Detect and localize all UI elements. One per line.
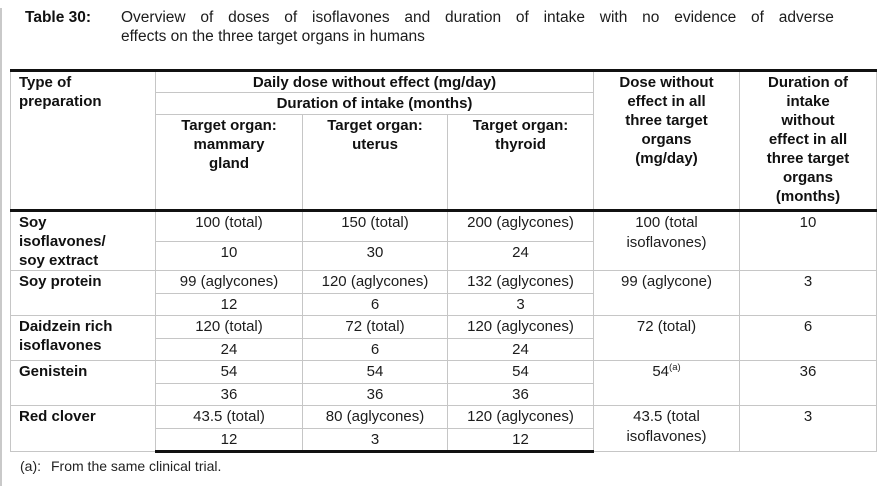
- uterus-dose-cell: 120 (aglycones): [302, 270, 448, 294]
- mammary-dose-cell: 100 (total): [155, 210, 303, 242]
- duration-all-cell: 36: [739, 360, 877, 406]
- duration-all-cell: 3: [739, 405, 877, 452]
- table-subrow: 12 6 3: [11, 293, 877, 316]
- uterus-dose-cell: 72 (total): [302, 315, 448, 339]
- table-row: Genistein 54 54 54 54(a) 36: [10, 360, 877, 406]
- dose-all-cell: 99 (aglycone): [593, 270, 740, 316]
- preparation-cell: Genistein: [10, 360, 156, 406]
- dose-all-cell: 54(a): [593, 360, 740, 406]
- table-row: Red clover 43.5 (total) 80 (aglycones) 1…: [10, 405, 877, 452]
- uterus-dose-cell: 150 (total): [302, 210, 448, 242]
- header-organ-mammary: Target organ: mammary gland: [155, 114, 303, 212]
- thyroid-duration-cell: 24: [447, 240, 594, 272]
- isoflavones-dose-table: Type of preparation Daily dose without e…: [10, 69, 877, 453]
- table-footnote: (a): From the same clinical trial.: [20, 458, 889, 474]
- footnote-text: From the same clinical trial.: [51, 458, 222, 474]
- uterus-duration-cell: 36: [302, 383, 448, 406]
- thyroid-dose-cell: 200 (aglycones): [447, 210, 594, 242]
- header-dose-all-organs: Dose without effect in all three target …: [593, 70, 740, 212]
- dose-all-cell: 100 (total isoflavones): [593, 210, 740, 271]
- mammary-dose-cell: 99 (aglycones): [155, 270, 303, 294]
- uterus-duration-cell: 6: [302, 293, 448, 316]
- thyroid-duration-cell: 3: [447, 293, 594, 316]
- preparation-cell: Soy protein: [10, 270, 156, 316]
- duration-all-cell: 6: [739, 315, 877, 361]
- mammary-dose-cell: 54: [155, 360, 303, 384]
- dose-all-value: 54: [652, 363, 670, 380]
- uterus-dose-cell: 54: [302, 360, 448, 384]
- page-left-edge-line: [0, 8, 2, 486]
- footnote-label: (a):: [20, 458, 41, 474]
- table-caption-line2: effects on the three target organs in hu…: [121, 28, 425, 45]
- table-caption-label: Table 30:: [25, 9, 92, 26]
- duration-all-cell: 10: [739, 210, 877, 271]
- mammary-dose-cell: 43.5 (total): [155, 405, 303, 429]
- thyroid-dose-cell: 54: [447, 360, 594, 384]
- header-organ-uterus: Target organ: uterus: [302, 114, 448, 212]
- uterus-duration-cell: 3: [302, 428, 448, 453]
- preparation-cell: Daidzein rich isoflavones: [10, 315, 156, 361]
- table-subrow: 12 3 12: [11, 428, 877, 453]
- table-caption-line1: Overview of doses of isoflavones and dur…: [121, 9, 834, 26]
- header-organ-thyroid: Target organ: thyroid: [447, 114, 594, 212]
- header-duration-all-organs: Duration of intake without effect in all…: [739, 70, 877, 212]
- header-duration-of-intake: Duration of intake (months): [155, 92, 594, 115]
- footnote-marker: (a): [669, 362, 681, 373]
- table-subrow: 10 30 24: [11, 240, 877, 272]
- thyroid-duration-cell: 12: [447, 428, 594, 453]
- table-row: Soy isoflavones/ soy extract 100 (total)…: [10, 210, 877, 271]
- uterus-dose-cell: 80 (aglycones): [302, 405, 448, 429]
- header-daily-dose: Daily dose without effect (mg/day): [155, 70, 594, 93]
- thyroid-duration-cell: 24: [447, 338, 594, 361]
- dose-all-cell: 43.5 (total isoflavones): [593, 405, 740, 452]
- dose-all-cell: 72 (total): [593, 315, 740, 361]
- thyroid-dose-cell: 120 (aglycones): [447, 315, 594, 339]
- thyroid-dose-cell: 132 (aglycones): [447, 270, 594, 294]
- mammary-dose-cell: 120 (total): [155, 315, 303, 339]
- table-row: Daidzein rich isoflavones 120 (total) 72…: [10, 315, 877, 361]
- table-row: Soy protein 99 (aglycones) 120 (aglycone…: [10, 270, 877, 316]
- table-caption: Table 30: Overview of doses of isoflavon…: [25, 8, 879, 46]
- duration-all-cell: 3: [739, 270, 877, 316]
- mammary-duration-cell: 10: [155, 240, 303, 272]
- preparation-cell: Red clover: [10, 405, 156, 452]
- uterus-duration-cell: 30: [302, 240, 448, 272]
- thyroid-dose-cell: 120 (aglycones): [447, 405, 594, 429]
- uterus-duration-cell: 6: [302, 338, 448, 361]
- mammary-duration-cell: 12: [155, 428, 303, 453]
- mammary-duration-cell: 36: [155, 383, 303, 406]
- header-type-of-preparation: Type of preparation: [10, 70, 156, 212]
- mammary-duration-cell: 12: [155, 293, 303, 316]
- preparation-cell: Soy isoflavones/ soy extract: [10, 210, 156, 271]
- table-caption-text: Overview of doses of isoflavones and dur…: [121, 8, 879, 46]
- mammary-duration-cell: 24: [155, 338, 303, 361]
- table-subrow: 36 36 36: [11, 383, 877, 406]
- thyroid-duration-cell: 36: [447, 383, 594, 406]
